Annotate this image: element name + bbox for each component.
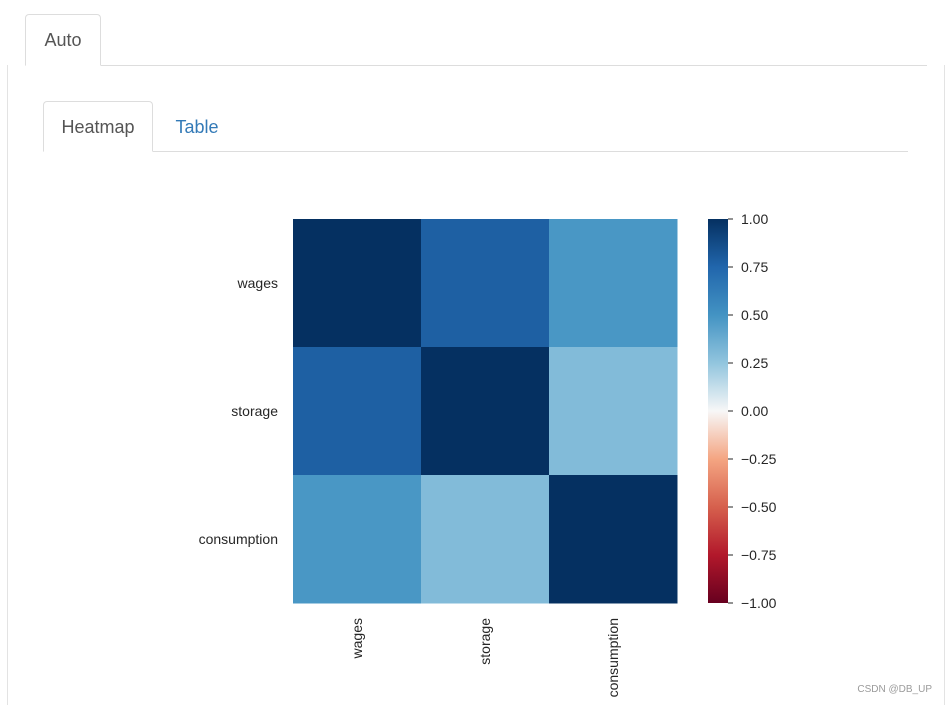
colorbar-gradient bbox=[708, 219, 728, 603]
column-labels: wages storage consumption bbox=[349, 618, 621, 698]
colorbar-tick-label: −0.50 bbox=[741, 499, 777, 515]
colorbar-tick-label: −1.00 bbox=[741, 595, 777, 611]
outer-tab-bar: Auto bbox=[25, 14, 927, 66]
colorbar-tick-label: 0.50 bbox=[741, 307, 768, 323]
heatmap-cells bbox=[293, 219, 678, 604]
colorbar-tick-label: 0.75 bbox=[741, 259, 768, 275]
heatmap-cell bbox=[293, 475, 422, 604]
row-label: storage bbox=[231, 403, 278, 419]
column-label: wages bbox=[349, 618, 365, 659]
heatmap-cell bbox=[421, 475, 550, 604]
column-label: storage bbox=[477, 618, 493, 665]
heatmap-cell bbox=[549, 475, 678, 604]
heatmap-cell bbox=[421, 219, 550, 348]
heatmap-cell bbox=[549, 219, 678, 348]
heatmap-cell bbox=[293, 347, 422, 476]
row-label: wages bbox=[237, 275, 278, 291]
colorbar-ticks: 1.00 0.75 0.50 0.25 0.00 −0.25 −0.50 −0.75 −1.00 bbox=[728, 211, 777, 611]
colorbar-tick-label: 0.00 bbox=[741, 403, 768, 419]
inner-tab-bar: Heatmap Table bbox=[43, 101, 908, 152]
colorbar-tick-label: 0.25 bbox=[741, 355, 768, 371]
tab-heatmap[interactable]: Heatmap bbox=[43, 101, 153, 152]
row-labels: wages storage consumption bbox=[199, 275, 279, 547]
tab-table[interactable]: Table bbox=[175, 117, 219, 137]
colorbar-tick-label: 1.00 bbox=[741, 211, 768, 227]
heatmap-cell bbox=[421, 347, 550, 476]
heatmap-cell bbox=[293, 219, 422, 348]
heatmap-cell bbox=[549, 347, 678, 476]
row-label: consumption bbox=[199, 531, 278, 547]
watermark: CSDN @DB_UP bbox=[857, 684, 932, 695]
tab-auto[interactable]: Auto bbox=[25, 14, 101, 66]
colorbar-tick-label: −0.75 bbox=[741, 547, 777, 563]
column-label: consumption bbox=[605, 618, 621, 697]
colorbar-tick-label: −0.25 bbox=[741, 451, 777, 467]
tab-content-panel bbox=[7, 65, 945, 705]
colorbar: 1.00 0.75 0.50 0.25 0.00 −0.25 −0.50 −0.75 −1.00 bbox=[708, 211, 777, 611]
